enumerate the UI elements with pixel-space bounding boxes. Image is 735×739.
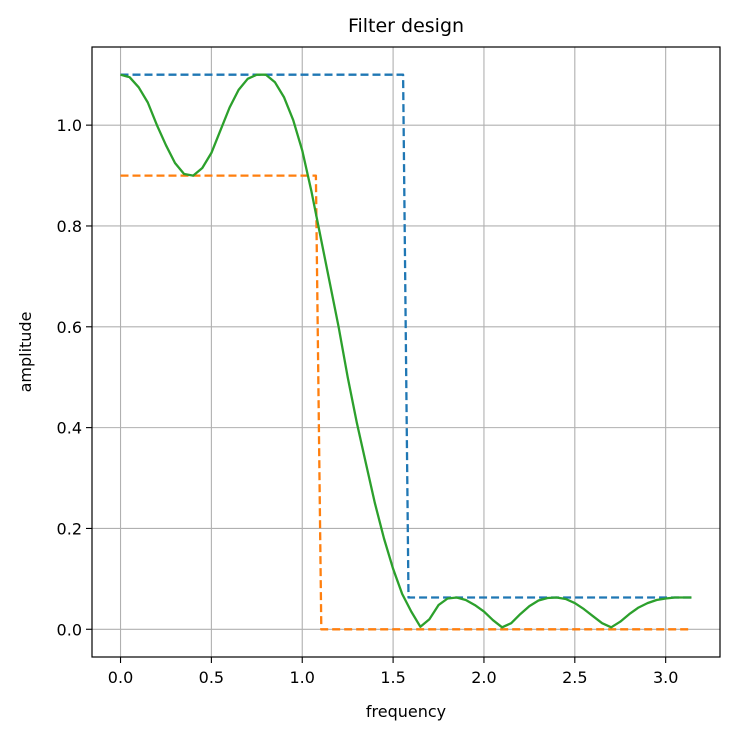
x-tick-label: 3.0 <box>653 668 678 687</box>
series-line <box>120 73 692 599</box>
series-line <box>120 174 692 631</box>
x-tick-label: 0.5 <box>199 668 224 687</box>
x-tick-label: 2.5 <box>562 668 587 687</box>
y-tick-label: 0.2 <box>57 519 82 538</box>
y-tick-label: 0.8 <box>57 217 82 236</box>
x-axis-ticks: 0.0 0.5 1.0 1.5 2.0 2.5 3.0 <box>108 657 678 687</box>
y-tick-label: 0.0 <box>57 620 82 639</box>
series-line <box>120 73 692 629</box>
x-axis-label: frequency <box>366 702 446 721</box>
series-group <box>120 73 692 631</box>
y-axis-ticks: 0.0 0.2 0.4 0.6 0.8 1.0 <box>57 116 92 639</box>
y-axis-label: amplitude <box>16 312 35 393</box>
y-tick-label: 0.6 <box>57 318 82 337</box>
x-tick-label: 1.5 <box>380 668 405 687</box>
plot-frame <box>91 46 721 658</box>
y-tick-label: 1.0 <box>57 116 82 135</box>
y-tick-label: 0.4 <box>57 419 82 438</box>
chart-title: Filter design <box>348 15 464 37</box>
x-tick-label: 0.0 <box>108 668 133 687</box>
x-tick-label: 2.0 <box>471 668 496 687</box>
x-tick-label: 1.0 <box>290 668 315 687</box>
